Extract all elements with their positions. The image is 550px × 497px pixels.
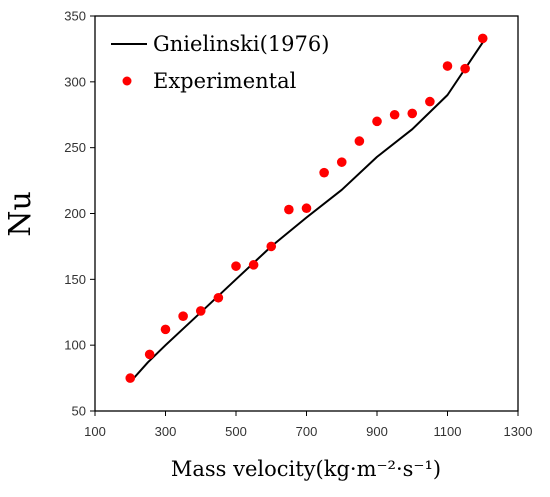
experimental-point [336,157,347,167]
series-layer [125,33,488,383]
experimental-point [319,167,329,178]
x-tick-label: 300 [155,424,177,439]
y-tick-label: 100 [64,338,86,353]
y-tick-label: 150 [64,272,86,287]
legend-label-gnielinski: Gnielinski(1976) [153,32,329,56]
y-tick-label: 300 [64,74,86,89]
legend-label-experimental: Experimental [153,69,297,93]
experimental-point [125,373,136,383]
experimental-point [195,306,206,316]
experimental-point [213,292,224,303]
gnielinski-line [129,41,484,383]
x-axis-ticks: 100 300 500 700 900 1100 1300 [84,411,532,439]
x-tick-label: 700 [296,424,318,439]
experimental-point [144,349,155,360]
experimental-point [248,260,259,270]
y-tick-label: 250 [64,140,86,155]
x-tick-label: 100 [84,424,106,439]
experimental-point [178,311,188,322]
experimental-point [442,61,453,71]
y-tick-label: 50 [72,404,86,419]
experimental-point [460,63,470,74]
experimental-point [407,108,418,119]
legend-marker-swatch [122,76,132,86]
x-tick-label: 1100 [434,424,462,439]
experimental-point [389,109,400,120]
experimental-point [354,136,365,146]
y-axis-ticks: 50 100 150 200 250 300 350 [64,9,95,419]
y-axis-label: Nu [3,191,38,237]
x-axis-label: Mass velocity(kg·m⁻²·s⁻¹) [171,457,441,481]
experimental-point [477,33,488,44]
experimental-point [160,324,171,335]
experimental-point [284,204,294,215]
experimental-point [301,203,312,214]
legend: Gnielinski(1976) Experimental [111,32,329,93]
y-tick-label: 350 [64,9,86,24]
experimental-point [425,96,435,107]
x-tick-label: 900 [366,424,388,439]
experimental-point [231,261,241,271]
experimental-point [372,116,382,127]
experimental-point [266,241,277,252]
x-tick-label: 500 [225,424,247,439]
x-tick-label: 1300 [504,424,533,439]
y-tick-label: 200 [64,206,86,221]
